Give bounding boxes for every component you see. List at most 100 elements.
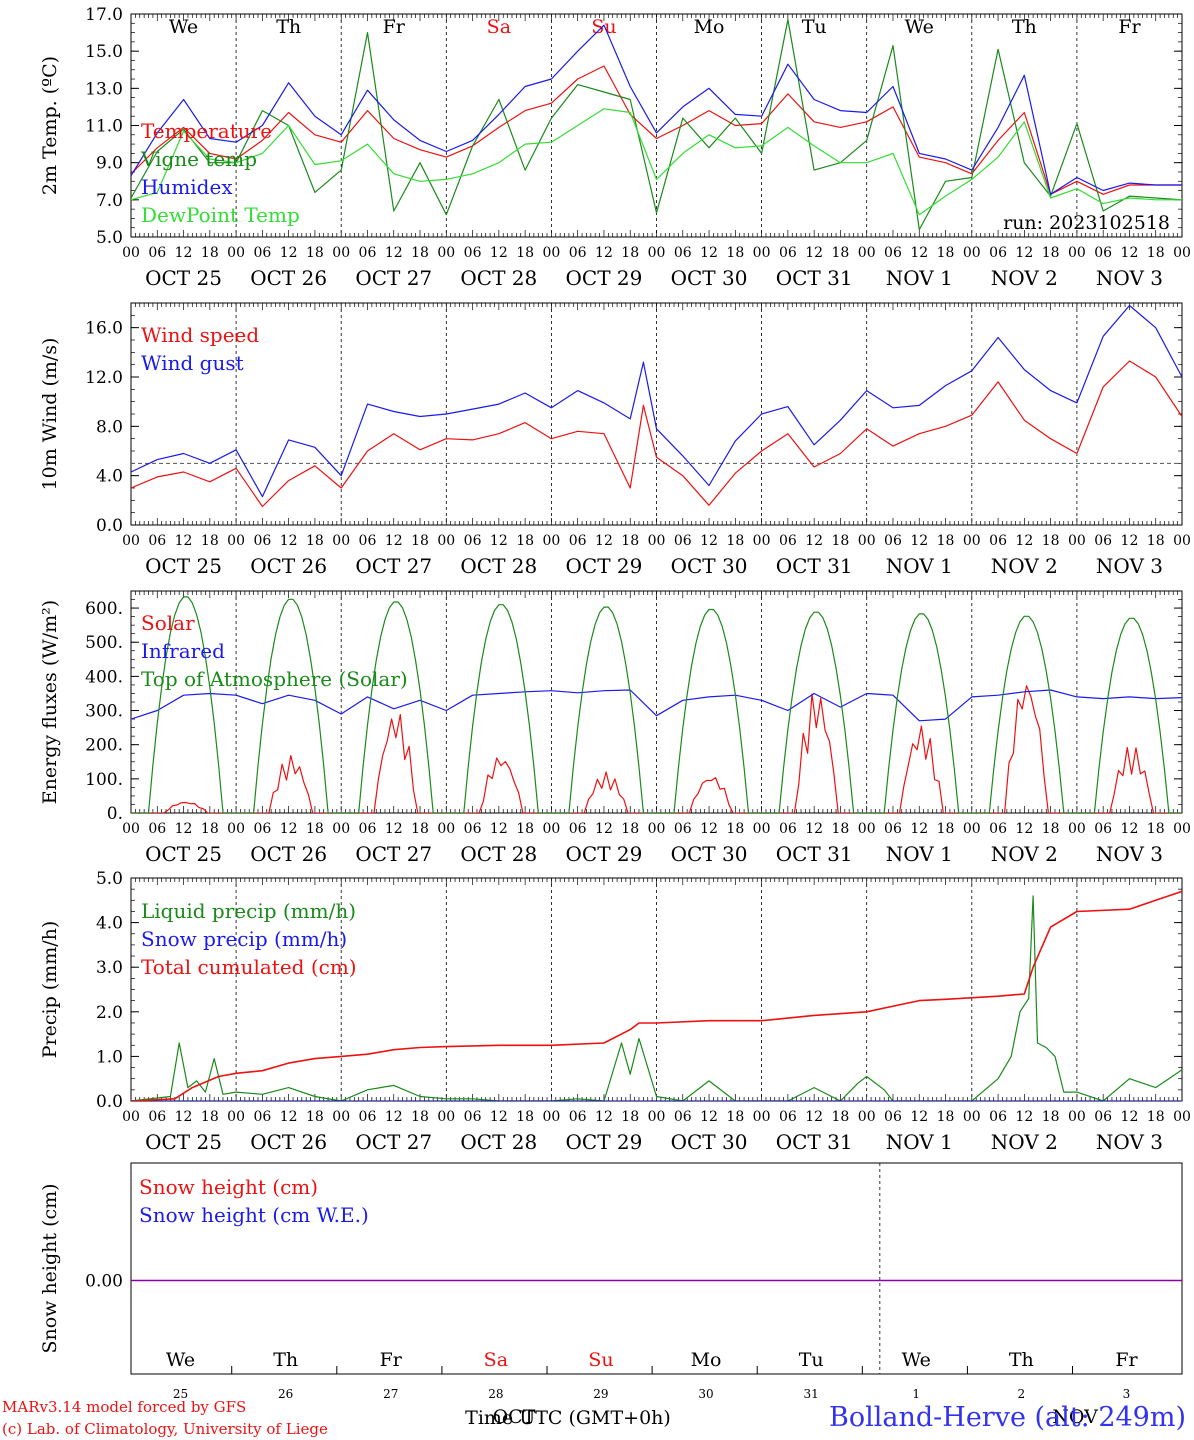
hour-label: 18 — [516, 533, 534, 549]
legend-entry: DewPoint Temp — [141, 203, 300, 227]
date-label: OCT 29 — [566, 266, 643, 290]
hour-label: 18 — [411, 1109, 429, 1125]
hour-label: 18 — [411, 533, 429, 549]
hour-label: 12 — [910, 245, 928, 261]
y-tick-label: 0. — [107, 804, 123, 824]
hour-label: 06 — [674, 533, 692, 549]
series-group — [131, 890, 1182, 1101]
hour-label: 12 — [1121, 533, 1139, 549]
date-label: OCT 28 — [460, 554, 537, 578]
hour-label: 12 — [175, 821, 193, 837]
day-number: 1 — [912, 1387, 920, 1401]
hour-label: 18 — [726, 1109, 744, 1125]
weekday-label: Fr — [1115, 1349, 1138, 1371]
hour-label: 00 — [542, 1109, 560, 1125]
hour-label: 18 — [516, 245, 534, 261]
series-group — [131, 19, 1182, 231]
hour-label: 00 — [227, 533, 245, 549]
day-number: 30 — [698, 1387, 713, 1401]
hour-label: 00 — [648, 245, 666, 261]
legend-entry: Temperature — [141, 119, 272, 143]
hour-label: 12 — [595, 533, 613, 549]
hour-label: 00 — [963, 245, 981, 261]
weekday-label: Tu — [802, 16, 827, 38]
date-label: OCT 30 — [671, 554, 748, 578]
hour-label: 00 — [1068, 1109, 1086, 1125]
y-tick-label: 1.0 — [96, 1047, 123, 1067]
y-tick-label: 8.0 — [96, 417, 123, 437]
legend-entry: Snow height (cm) — [139, 1175, 318, 1199]
y-tick-label: 7.0 — [96, 191, 123, 211]
y-tick-label: 4.0 — [96, 467, 123, 487]
legend-entry: Snow precip (mm/h) — [141, 927, 347, 951]
hour-label: 06 — [253, 533, 271, 549]
hour-label: 00 — [1173, 245, 1191, 261]
y-tick-label: 9.0 — [96, 154, 123, 174]
hour-label: 06 — [359, 245, 377, 261]
series-line-top-of-atmosphere-solar- — [131, 596, 1182, 813]
series-group — [131, 304, 1182, 508]
hour-label: 06 — [359, 821, 377, 837]
date-label: NOV 3 — [1096, 842, 1163, 866]
y-tick-label: 12.0 — [85, 368, 123, 388]
hour-label: 18 — [621, 533, 639, 549]
hour-label: 18 — [1147, 821, 1165, 837]
weekday-label: Su — [588, 1349, 613, 1371]
y-axis-title: 10m Wind (m/s) — [39, 338, 61, 491]
hour-label: 18 — [1147, 1109, 1165, 1125]
date-label: OCT 29 — [566, 842, 643, 866]
hour-label: 12 — [490, 1109, 508, 1125]
date-label: OCT 26 — [250, 1130, 327, 1154]
hour-label: 18 — [306, 245, 324, 261]
hour-label: 12 — [805, 245, 823, 261]
hour-label: 06 — [779, 1109, 797, 1125]
hour-label: 18 — [621, 245, 639, 261]
hour-label: 06 — [253, 245, 271, 261]
hour-label: 18 — [411, 821, 429, 837]
series-line-temperature — [131, 65, 1182, 195]
date-label: OCT 27 — [355, 266, 432, 290]
y-tick-label: 11.0 — [85, 117, 123, 137]
hour-label: 18 — [201, 533, 219, 549]
hour-label: 12 — [490, 245, 508, 261]
hour-label: 12 — [910, 533, 928, 549]
date-label: NOV 2 — [991, 554, 1058, 578]
weekday-label: We — [905, 16, 934, 38]
hour-label: 06 — [884, 245, 902, 261]
series-line-infrared — [131, 689, 1182, 722]
hour-label: 00 — [753, 821, 771, 837]
hour-label: 12 — [385, 245, 403, 261]
hour-label: 18 — [937, 245, 955, 261]
hour-label: 12 — [1121, 1109, 1139, 1125]
series-group — [131, 596, 1182, 813]
hour-label: 18 — [201, 821, 219, 837]
hour-label: 18 — [937, 821, 955, 837]
hour-label: 00 — [858, 245, 876, 261]
day-number: 28 — [488, 1387, 503, 1401]
hour-label: 06 — [884, 1109, 902, 1125]
hour-label: 18 — [201, 1109, 219, 1125]
date-label: NOV 2 — [991, 266, 1058, 290]
day-number: 27 — [383, 1387, 398, 1401]
series-line-solar — [131, 685, 1182, 813]
hour-label: 00 — [648, 1109, 666, 1125]
weekday-label: Fr — [383, 16, 406, 38]
hour-label: 12 — [910, 821, 928, 837]
weekday-label: We — [169, 16, 198, 38]
date-label: NOV 1 — [886, 1130, 953, 1154]
hour-label: 12 — [910, 1109, 928, 1125]
hour-label: 06 — [253, 821, 271, 837]
hour-label: 00 — [437, 533, 455, 549]
weekday-label: We — [166, 1349, 195, 1371]
hour-label: 12 — [1015, 533, 1033, 549]
y-tick-label: 200. — [85, 736, 123, 756]
date-label: OCT 28 — [460, 1130, 537, 1154]
hour-label: 06 — [884, 821, 902, 837]
hour-label: 06 — [464, 533, 482, 549]
date-label: NOV 1 — [886, 266, 953, 290]
series-line-wind-gust — [131, 304, 1182, 498]
weekday-label: Th — [273, 1349, 298, 1371]
hour-label: 18 — [411, 245, 429, 261]
hour-label: 06 — [779, 245, 797, 261]
day-number: 29 — [593, 1387, 608, 1401]
